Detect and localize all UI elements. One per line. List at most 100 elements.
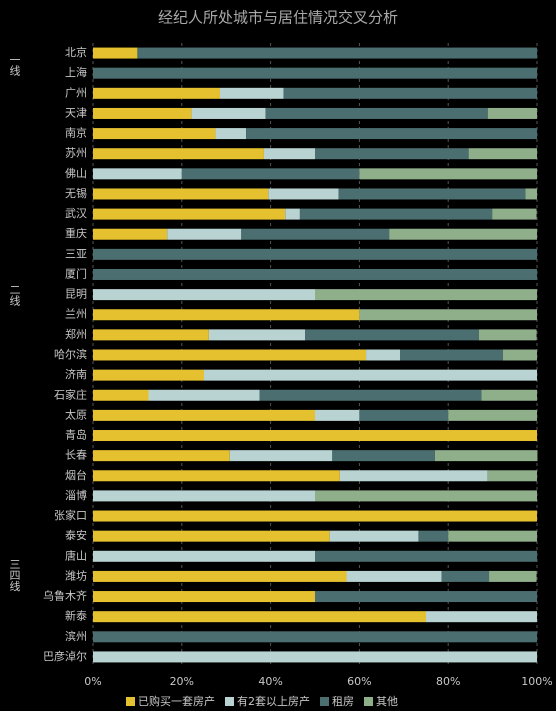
y-tick-label: 苏州	[65, 147, 87, 160]
bar-segment	[241, 228, 390, 240]
x-tick-label: 40%	[258, 675, 282, 688]
bar-segment	[481, 389, 537, 401]
bar-segment	[93, 87, 220, 99]
bar-segment	[137, 47, 537, 59]
bar-segment	[283, 87, 537, 99]
bar-segment	[259, 389, 482, 401]
legend-swatch	[225, 697, 234, 706]
bar-segment	[93, 47, 138, 59]
bar-segment	[93, 631, 537, 643]
tier-label: 一线	[8, 54, 21, 76]
tier-label: 三四线	[8, 559, 21, 592]
bar-segment	[215, 128, 247, 140]
bar-segment	[229, 450, 333, 462]
bar-segment	[219, 87, 284, 99]
tier-label: 二线	[8, 284, 21, 306]
bar-segment	[468, 148, 537, 160]
x-tick-label: 100%	[521, 675, 552, 688]
y-tick-label: 厦门	[65, 266, 87, 280]
bar-segment	[366, 349, 401, 361]
bar-segment	[93, 228, 168, 240]
bar-segment	[93, 490, 315, 502]
legend-swatch	[364, 697, 373, 706]
y-tick-label: 滨州	[65, 629, 87, 643]
bar-segment	[489, 570, 537, 582]
legend-swatch	[126, 697, 135, 706]
bar-segment	[359, 409, 449, 421]
legend-label: 租房	[332, 695, 354, 708]
y-tick-label: 重庆	[65, 226, 87, 240]
bar-segment	[329, 530, 419, 542]
bar-segment	[299, 208, 493, 220]
bar-segment	[487, 107, 537, 119]
bar-segment	[93, 369, 204, 381]
bar-segment	[204, 369, 537, 381]
bar-segment	[448, 409, 537, 421]
legend-label: 有2套以上房产	[237, 694, 310, 708]
bar-segment	[338, 188, 526, 200]
bar-segment	[93, 510, 537, 522]
chart-title: 经纪人所处城市与居住情况交叉分析	[158, 9, 398, 27]
y-tick-label: 天津	[65, 106, 87, 119]
bar-segment	[93, 67, 537, 79]
bar-segment	[263, 148, 315, 160]
bar-segment	[93, 329, 209, 341]
y-tick-label: 北京	[65, 45, 87, 59]
y-tick-label: 哈尔滨	[54, 347, 87, 361]
bar-segment	[93, 309, 360, 321]
bar-segment	[285, 208, 300, 220]
y-tick-label: 长春	[65, 449, 87, 462]
bar-segment	[93, 107, 192, 119]
bar-segment	[93, 268, 537, 280]
y-tick-label: 张家口	[54, 508, 87, 522]
y-tick-label: 烟台	[65, 468, 87, 482]
legend-swatch	[320, 697, 329, 706]
y-tick-label: 潍坊	[65, 568, 87, 582]
bar-segment	[93, 651, 537, 663]
bar-segment	[315, 591, 537, 603]
bar-segment	[332, 450, 435, 462]
bar-segment	[487, 470, 537, 482]
bar-segment	[93, 148, 264, 160]
bar-segment	[418, 530, 449, 542]
bar-segment	[191, 107, 266, 119]
y-tick-label: 唐山	[65, 548, 87, 562]
bar-segment	[93, 389, 149, 401]
y-tick-label: 武汉	[65, 207, 87, 220]
x-tick-label: 0%	[84, 675, 101, 688]
bar-segment	[315, 148, 469, 160]
bar-segment	[268, 188, 339, 200]
bar-segment	[93, 349, 367, 361]
bar-segment	[93, 409, 315, 421]
bar-segment	[93, 168, 182, 180]
bar-segment	[389, 228, 537, 240]
bar-segment	[93, 530, 330, 542]
bar-segment	[93, 591, 315, 603]
bar-segment	[315, 490, 537, 502]
y-tick-label: 青岛	[65, 428, 87, 442]
y-tick-label: 济南	[65, 367, 87, 381]
y-tick-label: 上海	[65, 65, 87, 79]
bar-segment	[148, 389, 260, 401]
bar-segment	[346, 570, 442, 582]
bar-segment	[93, 611, 426, 623]
bar-segment	[426, 611, 537, 623]
bar-segment	[208, 329, 306, 341]
y-tick-label: 三亚	[65, 247, 87, 260]
y-tick-label: 乌鲁木齐	[43, 589, 87, 603]
bar-segment	[359, 168, 537, 180]
x-tick-label: 20%	[170, 675, 194, 688]
bar-segment	[400, 349, 503, 361]
bar-segment	[93, 450, 230, 462]
bar-segment	[315, 550, 537, 562]
bar-segment	[448, 530, 537, 542]
y-tick-label: 石家庄	[54, 387, 87, 401]
bar-segment	[441, 570, 490, 582]
bar-segment	[93, 208, 286, 220]
bar-segment	[434, 450, 538, 462]
y-tick-label: 佛山	[65, 167, 87, 180]
bar-segment	[315, 289, 537, 301]
bar-segment	[525, 188, 537, 200]
y-tick-label: 泰安	[65, 528, 87, 542]
